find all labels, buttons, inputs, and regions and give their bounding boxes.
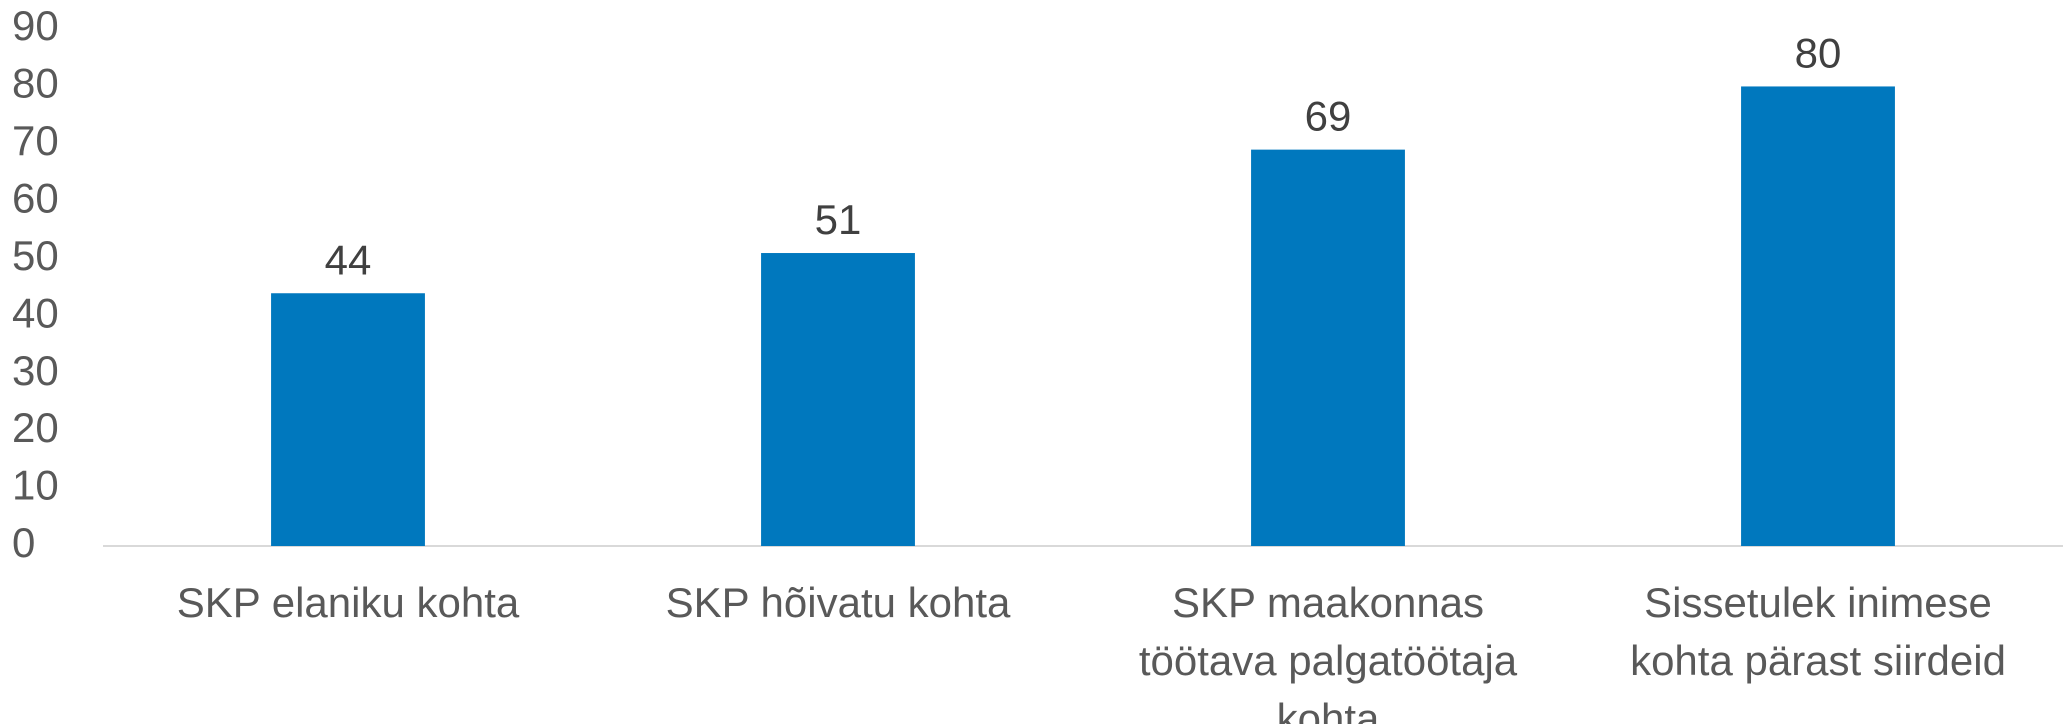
y-tick-label: 70 (12, 117, 59, 164)
y-tick-label: 90 (12, 2, 59, 49)
y-tick-label: 60 (12, 174, 59, 221)
bar (761, 253, 915, 547)
data-label: 69 (1305, 93, 1352, 140)
data-label: 80 (1795, 30, 1842, 77)
data-label: 44 (325, 236, 372, 283)
data-label: 51 (815, 196, 862, 243)
y-tick-label: 0 (12, 519, 35, 566)
y-tick-label: 30 (12, 347, 59, 394)
bar (271, 293, 425, 546)
y-tick-label: 40 (12, 289, 59, 336)
x-tick-label: SKP maakonnas töötava palgatöötaja kohta (1138, 579, 1518, 724)
x-tick-label: Sissetulek inimese kohta pärast siirdeid (1630, 579, 2006, 684)
bar (1741, 86, 1895, 546)
y-tick-label: 20 (12, 404, 59, 451)
y-tick-label: 10 (12, 462, 59, 509)
y-tick-label: 50 (12, 232, 59, 279)
bar (1251, 149, 1405, 546)
y-tick-label: 80 (12, 60, 59, 107)
x-tick-label: SKP hõivatu kohta (665, 579, 1011, 626)
x-tick-label: SKP elaniku kohta (176, 579, 520, 626)
